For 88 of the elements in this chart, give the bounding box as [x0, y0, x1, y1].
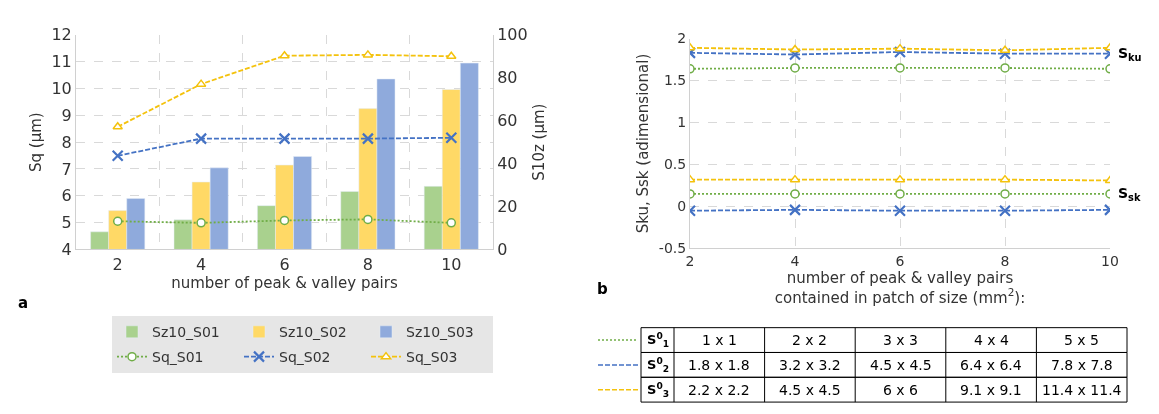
point [790, 189, 800, 199]
x-tick-label: 10 [1101, 253, 1119, 270]
point [999, 45, 1011, 54]
point [998, 47, 1012, 60]
text: 11.4 x 11.4 [1042, 382, 1122, 398]
y-tick-label: 0 [677, 198, 687, 215]
y-tick-label: 8 [61, 132, 72, 152]
y-tick-label: 11 [51, 52, 72, 72]
legend-label: Sz10_S01 [152, 324, 220, 341]
point [893, 204, 907, 217]
point [446, 218, 457, 228]
point [895, 189, 905, 199]
y-tick-label: 12 [51, 25, 72, 45]
y-tick-label: 2 [677, 30, 687, 47]
text: 4.5 x 4.5 [870, 357, 932, 373]
point [361, 132, 374, 145]
y-tick-label: 6 [61, 186, 72, 206]
point [998, 204, 1012, 217]
y-tick-label: -0.5 [658, 240, 687, 257]
annotation: S$_{sk}$ [1118, 185, 1141, 203]
legend-label: Sz10_S03 [406, 324, 474, 341]
point [363, 214, 373, 225]
text: 3.2 x 3.2 [779, 357, 841, 373]
point [1000, 63, 1010, 73]
y2-tick-label: 0 [497, 240, 508, 260]
point [112, 216, 123, 227]
legend-label: Sq_S02 [279, 349, 331, 366]
y2-tick-label: 80 [497, 68, 518, 88]
y-tick-label: 10 [51, 79, 72, 99]
point [195, 132, 208, 145]
y-tick-label: 5 [61, 213, 72, 233]
x-tick-label: 8 [362, 254, 373, 274]
point [895, 63, 905, 73]
x-tick-label: 10 [441, 254, 462, 274]
point [894, 43, 906, 52]
x-tick-label: 2 [112, 254, 123, 274]
point [788, 48, 802, 61]
text: 1.8 x 1.8 [688, 357, 750, 373]
y-axis-title: Sq (µm) [26, 112, 45, 172]
point [893, 45, 907, 59]
legend-label: Sq_S01 [152, 349, 204, 366]
legend-label: Sz10_S02 [279, 324, 347, 341]
text: 4.5 x 4.5 [779, 382, 841, 398]
y-tick-label: 0.5 [663, 156, 687, 173]
text: 4 x 4 [974, 332, 1010, 348]
y-tick-label: 1 [677, 114, 687, 131]
point [999, 174, 1011, 183]
point [1000, 189, 1010, 199]
x-axis-title: number of peak & valley pairs contained in patch of size (mm$^{2}$): [774, 269, 1026, 307]
y2-tick-label: 20 [497, 197, 518, 217]
annotation: S$_{ku}$ [1118, 45, 1142, 63]
point [111, 149, 124, 162]
point [196, 218, 206, 228]
y-tick-label: 1.5 [663, 72, 687, 89]
text: 7.8 x 7.8 [1051, 357, 1113, 373]
point [279, 215, 290, 226]
y2-tick-label: 60 [497, 111, 518, 131]
y2-axis-title: S10z (µm) [529, 103, 548, 181]
x-tick-label: 8 [1000, 253, 1010, 270]
text: a [18, 294, 29, 312]
x-tick-label: 4 [196, 254, 207, 274]
y-tick-label: 9 [61, 105, 72, 125]
text: 9.1 x 9.1 [960, 382, 1022, 398]
text: 5 x 5 [1064, 332, 1099, 348]
point [445, 131, 458, 144]
point [789, 44, 801, 53]
point [279, 50, 290, 59]
x-tick-label: 6 [279, 254, 290, 274]
x-tick-label: 4 [790, 253, 800, 270]
text: 6 x 6 [883, 382, 919, 398]
y2-tick-label: 100 [497, 25, 528, 45]
text: 2.2 x 2.2 [688, 382, 750, 398]
point [789, 174, 801, 183]
x-axis-title: number of peak & valley pairs [171, 273, 398, 292]
text: 3 x 3 [883, 332, 918, 348]
text: 2 x 2 [792, 332, 827, 348]
y-tick-label: 7 [61, 159, 72, 179]
legend-label: Sq_S03 [406, 349, 458, 366]
y-axis-title: Sku, Ssk (adimensional) [634, 53, 653, 234]
text: b [597, 280, 608, 298]
point [790, 63, 800, 73]
text: 6.4 x 6.4 [960, 357, 1022, 373]
point [894, 174, 906, 183]
x-tick-label: 6 [895, 253, 905, 270]
point [278, 132, 291, 145]
y2-tick-label: 40 [497, 154, 518, 174]
text: 1 x 1 [702, 332, 737, 348]
point [788, 203, 802, 216]
